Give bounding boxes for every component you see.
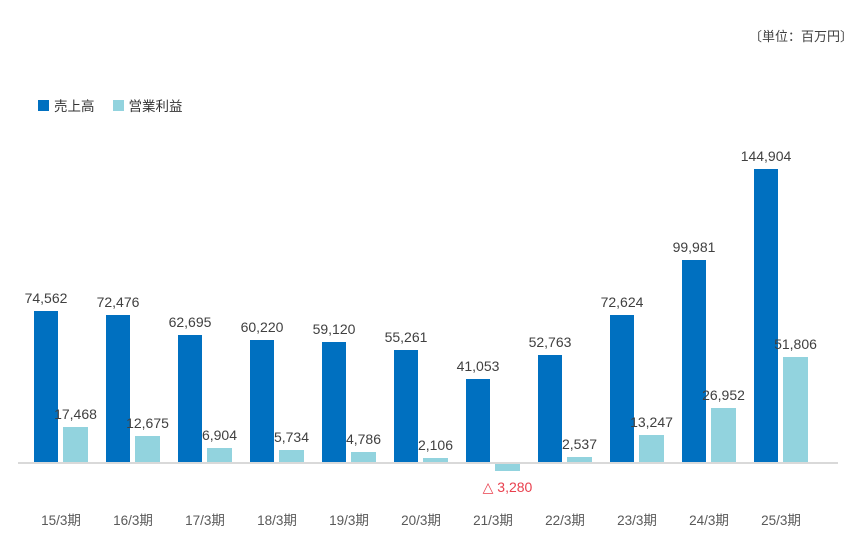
bar-value-label-profit: 26,952 xyxy=(702,387,745,403)
bar-profit xyxy=(279,450,304,462)
x-tick-label: 25/3期 xyxy=(761,513,801,528)
x-tick-label: 17/3期 xyxy=(185,513,225,528)
bar-sales xyxy=(178,335,202,462)
unit-note: 〔単位：百万円〕 xyxy=(748,29,853,44)
bar-value-label-sales: 72,624 xyxy=(600,294,644,310)
bar-sales xyxy=(106,315,130,462)
bar-sales xyxy=(682,260,706,462)
bar-sales xyxy=(610,315,634,462)
bar-profit xyxy=(783,357,808,462)
bar-profit xyxy=(63,427,88,462)
bar-sales xyxy=(250,340,274,462)
bar-value-label-sales: 55,261 xyxy=(384,329,428,345)
bar-value-label-profit: 13,247 xyxy=(630,414,673,430)
bar-value-label-profit: 51,806 xyxy=(774,336,817,352)
bar-value-label-profit: 17,468 xyxy=(54,406,97,422)
bar-value-label-sales: 62,695 xyxy=(168,314,212,330)
bar-value-label-profit: 5,734 xyxy=(273,429,310,445)
profit-swatch-icon xyxy=(112,99,124,111)
bar-sales xyxy=(34,311,58,462)
x-tick-label: 23/3期 xyxy=(617,513,657,528)
x-tick-label: 19/3期 xyxy=(329,513,369,528)
bar-value-label-sales: 52,763 xyxy=(528,334,572,350)
bar-profit xyxy=(351,452,376,462)
x-tick-label: 22/3期 xyxy=(545,513,585,528)
bar-sales xyxy=(322,342,346,462)
legend-item-sales: 売上高 xyxy=(38,95,95,115)
bar-sales xyxy=(754,169,778,462)
bar-sales xyxy=(394,350,418,462)
x-tick-label: 16/3期 xyxy=(113,513,153,528)
bar-value-label-sales: 99,981 xyxy=(672,239,716,255)
bar-value-label-sales: 60,220 xyxy=(240,319,284,335)
bar-value-label-sales: 72,476 xyxy=(96,294,140,310)
bar-value-label-sales: 74,562 xyxy=(24,290,68,306)
bar-sales xyxy=(466,379,490,462)
bar-sales xyxy=(538,355,562,462)
x-tick-label: 21/3期 xyxy=(473,513,513,528)
bar-profit xyxy=(567,457,592,462)
bar-profit xyxy=(423,458,448,462)
bar-value-label-profit: 2,537 xyxy=(561,436,598,452)
bar-value-label-profit: 4,786 xyxy=(345,431,382,447)
bar-value-label-profit: △ 3,280 xyxy=(482,479,533,495)
legend-label-profit: 営業利益 xyxy=(128,99,183,114)
bar-value-label-profit: 2,106 xyxy=(417,437,454,453)
bar-value-label-sales: 144,904 xyxy=(740,148,792,164)
bar-profit xyxy=(135,436,160,462)
legend: 売上高 営業利益 xyxy=(38,95,183,115)
bar-profit xyxy=(495,464,520,471)
legend-item-profit: 営業利益 xyxy=(112,95,183,115)
legend-label-sales: 売上高 xyxy=(54,99,95,114)
x-tick-label: 15/3期 xyxy=(41,513,81,528)
bar-value-label-sales: 41,053 xyxy=(456,358,500,374)
x-tick-label: 18/3期 xyxy=(257,513,297,528)
x-tick-label: 20/3期 xyxy=(401,513,441,528)
x-axis-line xyxy=(18,462,838,464)
bar-value-label-profit: 6,904 xyxy=(201,427,238,443)
bar-value-label-sales: 59,120 xyxy=(312,321,356,337)
bar-profit xyxy=(639,435,664,462)
bar-profit xyxy=(711,408,736,462)
bar-profit xyxy=(207,448,232,462)
bar-value-label-profit: 12,675 xyxy=(126,415,169,431)
x-tick-label: 24/3期 xyxy=(689,513,729,528)
sales-swatch-icon xyxy=(38,99,49,111)
